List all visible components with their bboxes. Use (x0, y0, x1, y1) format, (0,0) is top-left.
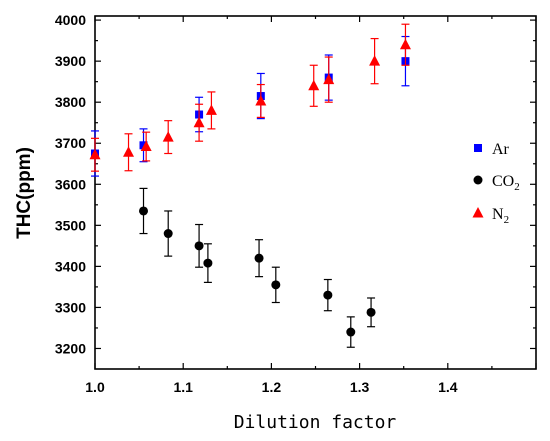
x-tick-label: 1.4 (438, 379, 458, 395)
data-point-ar (139, 141, 148, 150)
y-tick-label: 3900 (55, 53, 86, 69)
data-series (89, 23, 411, 348)
data-point-co2 (203, 258, 213, 268)
x-tick-label: 1.0 (85, 379, 105, 395)
plot-frame (94, 15, 537, 370)
legend-label-text: CO (492, 173, 514, 190)
data-point-co2 (139, 206, 149, 216)
series-ar (91, 35, 410, 177)
y-tick-labels: 3200 3300 3400 3500 3600 3700 3800 3900 4000 (55, 12, 86, 356)
data-point-n2 (193, 116, 205, 128)
data-point-co2 (254, 253, 264, 263)
legend-label-subscript: 2 (514, 181, 520, 193)
data-point-co2 (271, 280, 281, 290)
data-point-n2 (255, 94, 267, 106)
legend-label-text: N (492, 206, 504, 223)
x-tick-label: 1.3 (350, 379, 370, 395)
legend-marker-co2 (473, 175, 483, 185)
y-tick-label: 4000 (55, 12, 86, 28)
y-axis-title: THC(ppm) (14, 147, 35, 239)
legend-marker-ar (474, 144, 482, 152)
y-tick-label: 3700 (55, 135, 86, 151)
data-point-n2 (399, 38, 411, 50)
data-point-co2 (346, 327, 356, 337)
data-point-n2 (308, 79, 320, 91)
y-tick-label: 3300 (55, 299, 86, 315)
data-point-co2 (366, 307, 376, 317)
y-tick-label: 3800 (55, 94, 86, 110)
legend-marker-n2 (472, 207, 484, 218)
data-point-co2 (163, 229, 173, 239)
x-axis-title: Dilution factor (234, 412, 397, 433)
data-point-n2 (205, 104, 217, 115)
series-co2 (139, 187, 376, 348)
data-point-co2 (323, 290, 333, 300)
legend-label-n2: N2 (492, 206, 509, 226)
y-tick-label: 3400 (55, 258, 86, 274)
x-tick-labels: 1.0 1.1 1.2 1.3 1.4 (85, 379, 457, 395)
series-n2 (89, 23, 411, 172)
legend-label-co2: CO2 (492, 173, 520, 193)
y-tick-label: 3200 (55, 340, 86, 356)
legend-label-subscript: 2 (504, 214, 510, 226)
x-tick-label: 1.1 (173, 379, 193, 395)
axis-ticks (94, 16, 537, 369)
data-point-n2 (323, 73, 335, 85)
data-point-n2 (123, 146, 135, 157)
data-point-co2 (194, 241, 204, 251)
y-tick-label: 3600 (55, 176, 86, 192)
x-tick-label: 1.2 (262, 379, 282, 395)
legend-label-ar: Ar (492, 141, 510, 158)
data-point-n2 (369, 55, 381, 66)
data-point-n2 (89, 148, 101, 160)
legend-label-text: Ar (492, 141, 510, 158)
y-tick-label: 3500 (55, 217, 86, 233)
data-point-n2 (162, 131, 174, 142)
data-point-n2 (140, 140, 152, 152)
